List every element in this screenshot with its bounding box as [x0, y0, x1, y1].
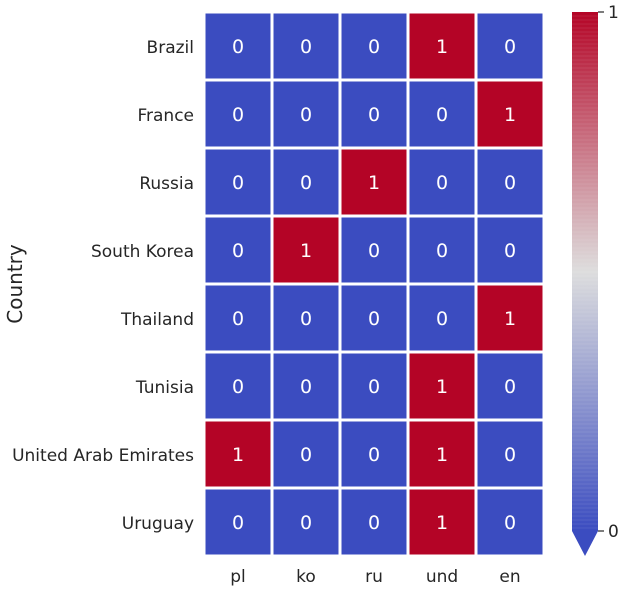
y-tick-label: United Arab Emirates: [12, 446, 194, 466]
cell-value-label: 0: [504, 512, 516, 534]
cell-value-label: 1: [504, 104, 516, 126]
heatmap-cell: [202, 214, 274, 286]
cell-value-label: 0: [368, 308, 380, 330]
heatmap-cell: [474, 78, 546, 150]
heatmap-cell: [474, 214, 546, 286]
x-tick-label: und: [426, 567, 458, 587]
heatmap-cell: [270, 350, 342, 422]
heatmap-cell: [270, 214, 342, 286]
x-tick-labels: pl ko ru und en: [230, 567, 520, 587]
cell-value-label: 0: [232, 512, 244, 534]
y-tick-label: South Korea: [91, 242, 194, 262]
cell-value-label: 0: [368, 376, 380, 398]
heatmap-cell: [338, 282, 410, 354]
heatmap-cell: [202, 486, 274, 558]
cell-value-label: 0: [436, 172, 448, 194]
y-axis-label: Country: [3, 244, 27, 324]
cell-value-label: 0: [504, 444, 516, 466]
cell-value-label: 0: [436, 308, 448, 330]
heatmap-cell: [270, 146, 342, 218]
cell-value-label: 1: [436, 512, 448, 534]
cell-value-label: 0: [368, 512, 380, 534]
heatmap-cell: [270, 282, 342, 354]
cell-value-label: 0: [436, 104, 448, 126]
cell-value-label: 0: [232, 308, 244, 330]
cell-value-label: 0: [300, 444, 312, 466]
cell-value-label: 0: [504, 36, 516, 58]
cell-value-label: 0: [232, 104, 244, 126]
y-tick-labels: Brazil France Russia South Korea Thailand Tun…: [12, 38, 194, 534]
cell-value-label: 0: [436, 240, 448, 262]
colorbar: 10: [572, 3, 619, 556]
y-tick-label: Uruguay: [122, 514, 194, 534]
y-tick-label: Russia: [139, 174, 194, 194]
cell-value-label: 1: [368, 172, 380, 194]
cell-value-label: 0: [232, 240, 244, 262]
colorbar-gradient: [572, 12, 598, 531]
cell-value-label: 0: [300, 512, 312, 534]
cell-value-label: 0: [504, 376, 516, 398]
x-tick-label: pl: [230, 567, 246, 587]
heatmap-cell: [474, 350, 546, 422]
cell-value-label: 1: [436, 36, 448, 58]
cell-value-label: 0: [232, 376, 244, 398]
cell-value-label: 0: [300, 308, 312, 330]
cell-value-label: 1: [436, 376, 448, 398]
heatmap-cells: 0 0 0 1 0 0 0 0 0 1 0 0 1 0 0 0 1 0 0 0 0 0 0 0 1 0 0 0 1 0 1 0 0 1 0 0 0 0 1 0: [202, 10, 546, 558]
cell-value-label: 1: [504, 308, 516, 330]
heatmap-cell: [202, 418, 274, 490]
heatmap-cell: [406, 214, 478, 286]
x-tick-label: ko: [296, 567, 316, 587]
cell-value-label: 0: [368, 36, 380, 58]
cell-value-label: 0: [504, 172, 516, 194]
heatmap-cell: [406, 146, 478, 218]
y-tick-label: France: [137, 106, 194, 126]
heatmap-cell: [338, 486, 410, 558]
y-tick-label: Thailand: [120, 310, 194, 330]
heatmap-cell: [406, 350, 478, 422]
cell-value-label: 0: [504, 240, 516, 262]
x-tick-label: en: [499, 567, 520, 587]
cell-value-label: 0: [232, 172, 244, 194]
cell-value-label: 1: [232, 444, 244, 466]
y-tick-label: Brazil: [147, 38, 194, 58]
cell-value-label: 0: [300, 172, 312, 194]
cell-value-label: 0: [232, 36, 244, 58]
heatmap-cell: [338, 78, 410, 150]
y-tick-label: Tunisia: [135, 378, 194, 398]
colorbar-tick-label: 0: [608, 522, 619, 542]
cell-value-label: 0: [300, 376, 312, 398]
x-tick-label: ru: [365, 567, 383, 587]
cell-value-label: 0: [368, 240, 380, 262]
cell-value-label: 0: [368, 444, 380, 466]
colorbar-tick-label: 1: [608, 3, 619, 23]
cell-value-label: 0: [300, 104, 312, 126]
heatmap-cell: [270, 486, 342, 558]
cell-value-label: 1: [436, 444, 448, 466]
cell-value-label: 1: [300, 240, 312, 262]
cell-value-label: 0: [300, 36, 312, 58]
colorbar-extend-min-arrow: [572, 531, 598, 556]
heatmap-cell: [474, 486, 546, 558]
cell-value-label: 0: [368, 104, 380, 126]
